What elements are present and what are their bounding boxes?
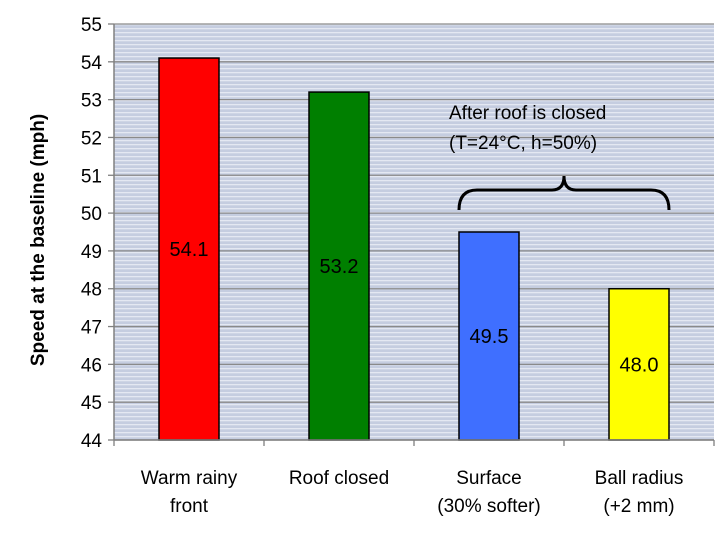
y-tick-label: 50 xyxy=(81,204,102,225)
y-tick-label: 54 xyxy=(81,53,103,74)
y-tick-label: 48 xyxy=(81,280,102,301)
y-tick-label: 51 xyxy=(81,166,102,187)
curly-brace xyxy=(457,175,671,211)
y-tick-label: 46 xyxy=(81,355,102,376)
bar xyxy=(458,231,520,441)
x-category-label: (30% softer) xyxy=(437,496,540,517)
bar-value-label: 53.2 xyxy=(320,256,359,278)
x-category-label: (+2 mm) xyxy=(603,496,674,517)
y-tick-label: 52 xyxy=(81,128,102,149)
annotation-text: After roof is closed xyxy=(449,103,606,124)
y-tick-label: 44 xyxy=(81,431,103,452)
bar-value-label: 48.0 xyxy=(620,354,659,376)
y-tick-label: 47 xyxy=(81,318,102,339)
bar xyxy=(308,91,370,441)
annotation-text: (T=24°C, h=50%) xyxy=(449,133,597,154)
y-tick-label: 55 xyxy=(81,15,102,36)
y-tick-label: 45 xyxy=(81,393,102,414)
y-tick-label: 49 xyxy=(81,242,102,263)
bar xyxy=(608,287,670,441)
bars xyxy=(158,57,670,441)
y-axis-label: Speed at the baseline (mph) xyxy=(28,114,49,366)
bar-value-label: 49.5 xyxy=(470,326,509,348)
x-category-label: Surface xyxy=(456,468,521,489)
bar-value-label: 54.1 xyxy=(170,239,209,261)
annotation: After roof is closed (T=24°C, h=50%) xyxy=(449,103,671,211)
x-category-label: Ball radius xyxy=(595,468,684,489)
axes xyxy=(108,23,715,446)
labels: 54.1 53.2 49.5 48.0 44 45 46 47 48 49 50 51 52 53 54 55… xyxy=(81,15,684,517)
bar xyxy=(158,57,220,441)
x-category-label: Warm rainy xyxy=(141,468,238,489)
x-category-label: front xyxy=(170,496,209,517)
y-tick-label: 53 xyxy=(81,91,102,112)
x-category-label: Roof closed xyxy=(289,468,389,489)
